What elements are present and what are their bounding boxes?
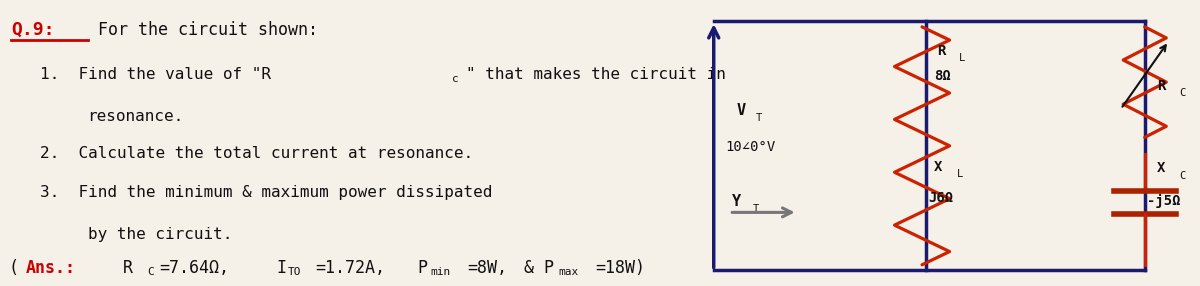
Text: Q.9:: Q.9: — [11, 21, 54, 39]
Text: Ans.:: Ans.: — [25, 259, 76, 277]
Text: 1.  Find the value of "R: 1. Find the value of "R — [40, 67, 271, 82]
Text: max: max — [558, 267, 578, 277]
Text: min: min — [430, 267, 450, 277]
Text: R: R — [113, 259, 133, 277]
Text: R: R — [937, 44, 946, 58]
Text: 10∠0°V: 10∠0°V — [726, 140, 776, 154]
Text: T: T — [754, 204, 760, 214]
Text: resonance.: resonance. — [88, 109, 184, 124]
Text: -j5Ω: -j5Ω — [1147, 194, 1181, 208]
Text: For the circuit shown:: For the circuit shown: — [88, 21, 318, 39]
Text: J6Ω: J6Ω — [928, 191, 953, 205]
Text: =18W): =18W) — [595, 259, 646, 277]
Text: L: L — [959, 53, 966, 63]
Text: " that makes the circuit in: " that makes the circuit in — [466, 67, 726, 82]
Text: R: R — [1157, 79, 1165, 93]
Text: C: C — [148, 267, 154, 277]
Text: 3.  Find the minimum & maximum power dissipated: 3. Find the minimum & maximum power diss… — [40, 186, 492, 200]
Text: c: c — [451, 74, 458, 84]
Text: T: T — [756, 113, 762, 123]
Text: X: X — [1157, 162, 1165, 176]
Text: V: V — [737, 103, 745, 118]
Text: (: ( — [8, 259, 18, 277]
Text: TO: TO — [288, 267, 301, 277]
Text: =8W,: =8W, — [467, 259, 508, 277]
Text: by the circuit.: by the circuit. — [88, 227, 232, 242]
Text: 2.  Calculate the total current at resonance.: 2. Calculate the total current at resona… — [40, 146, 473, 161]
Text: =7.64Ω,: =7.64Ω, — [160, 259, 229, 277]
Text: C: C — [1180, 88, 1186, 98]
Text: L: L — [956, 169, 964, 179]
Text: 8Ω: 8Ω — [934, 69, 950, 84]
Text: & P: & P — [514, 259, 553, 277]
Text: =1.72A,: =1.72A, — [316, 259, 385, 277]
Text: Y: Y — [732, 194, 740, 208]
Text: I: I — [268, 259, 287, 277]
Text: P: P — [408, 259, 428, 277]
Text: C: C — [1180, 170, 1186, 180]
Text: X: X — [934, 160, 942, 174]
